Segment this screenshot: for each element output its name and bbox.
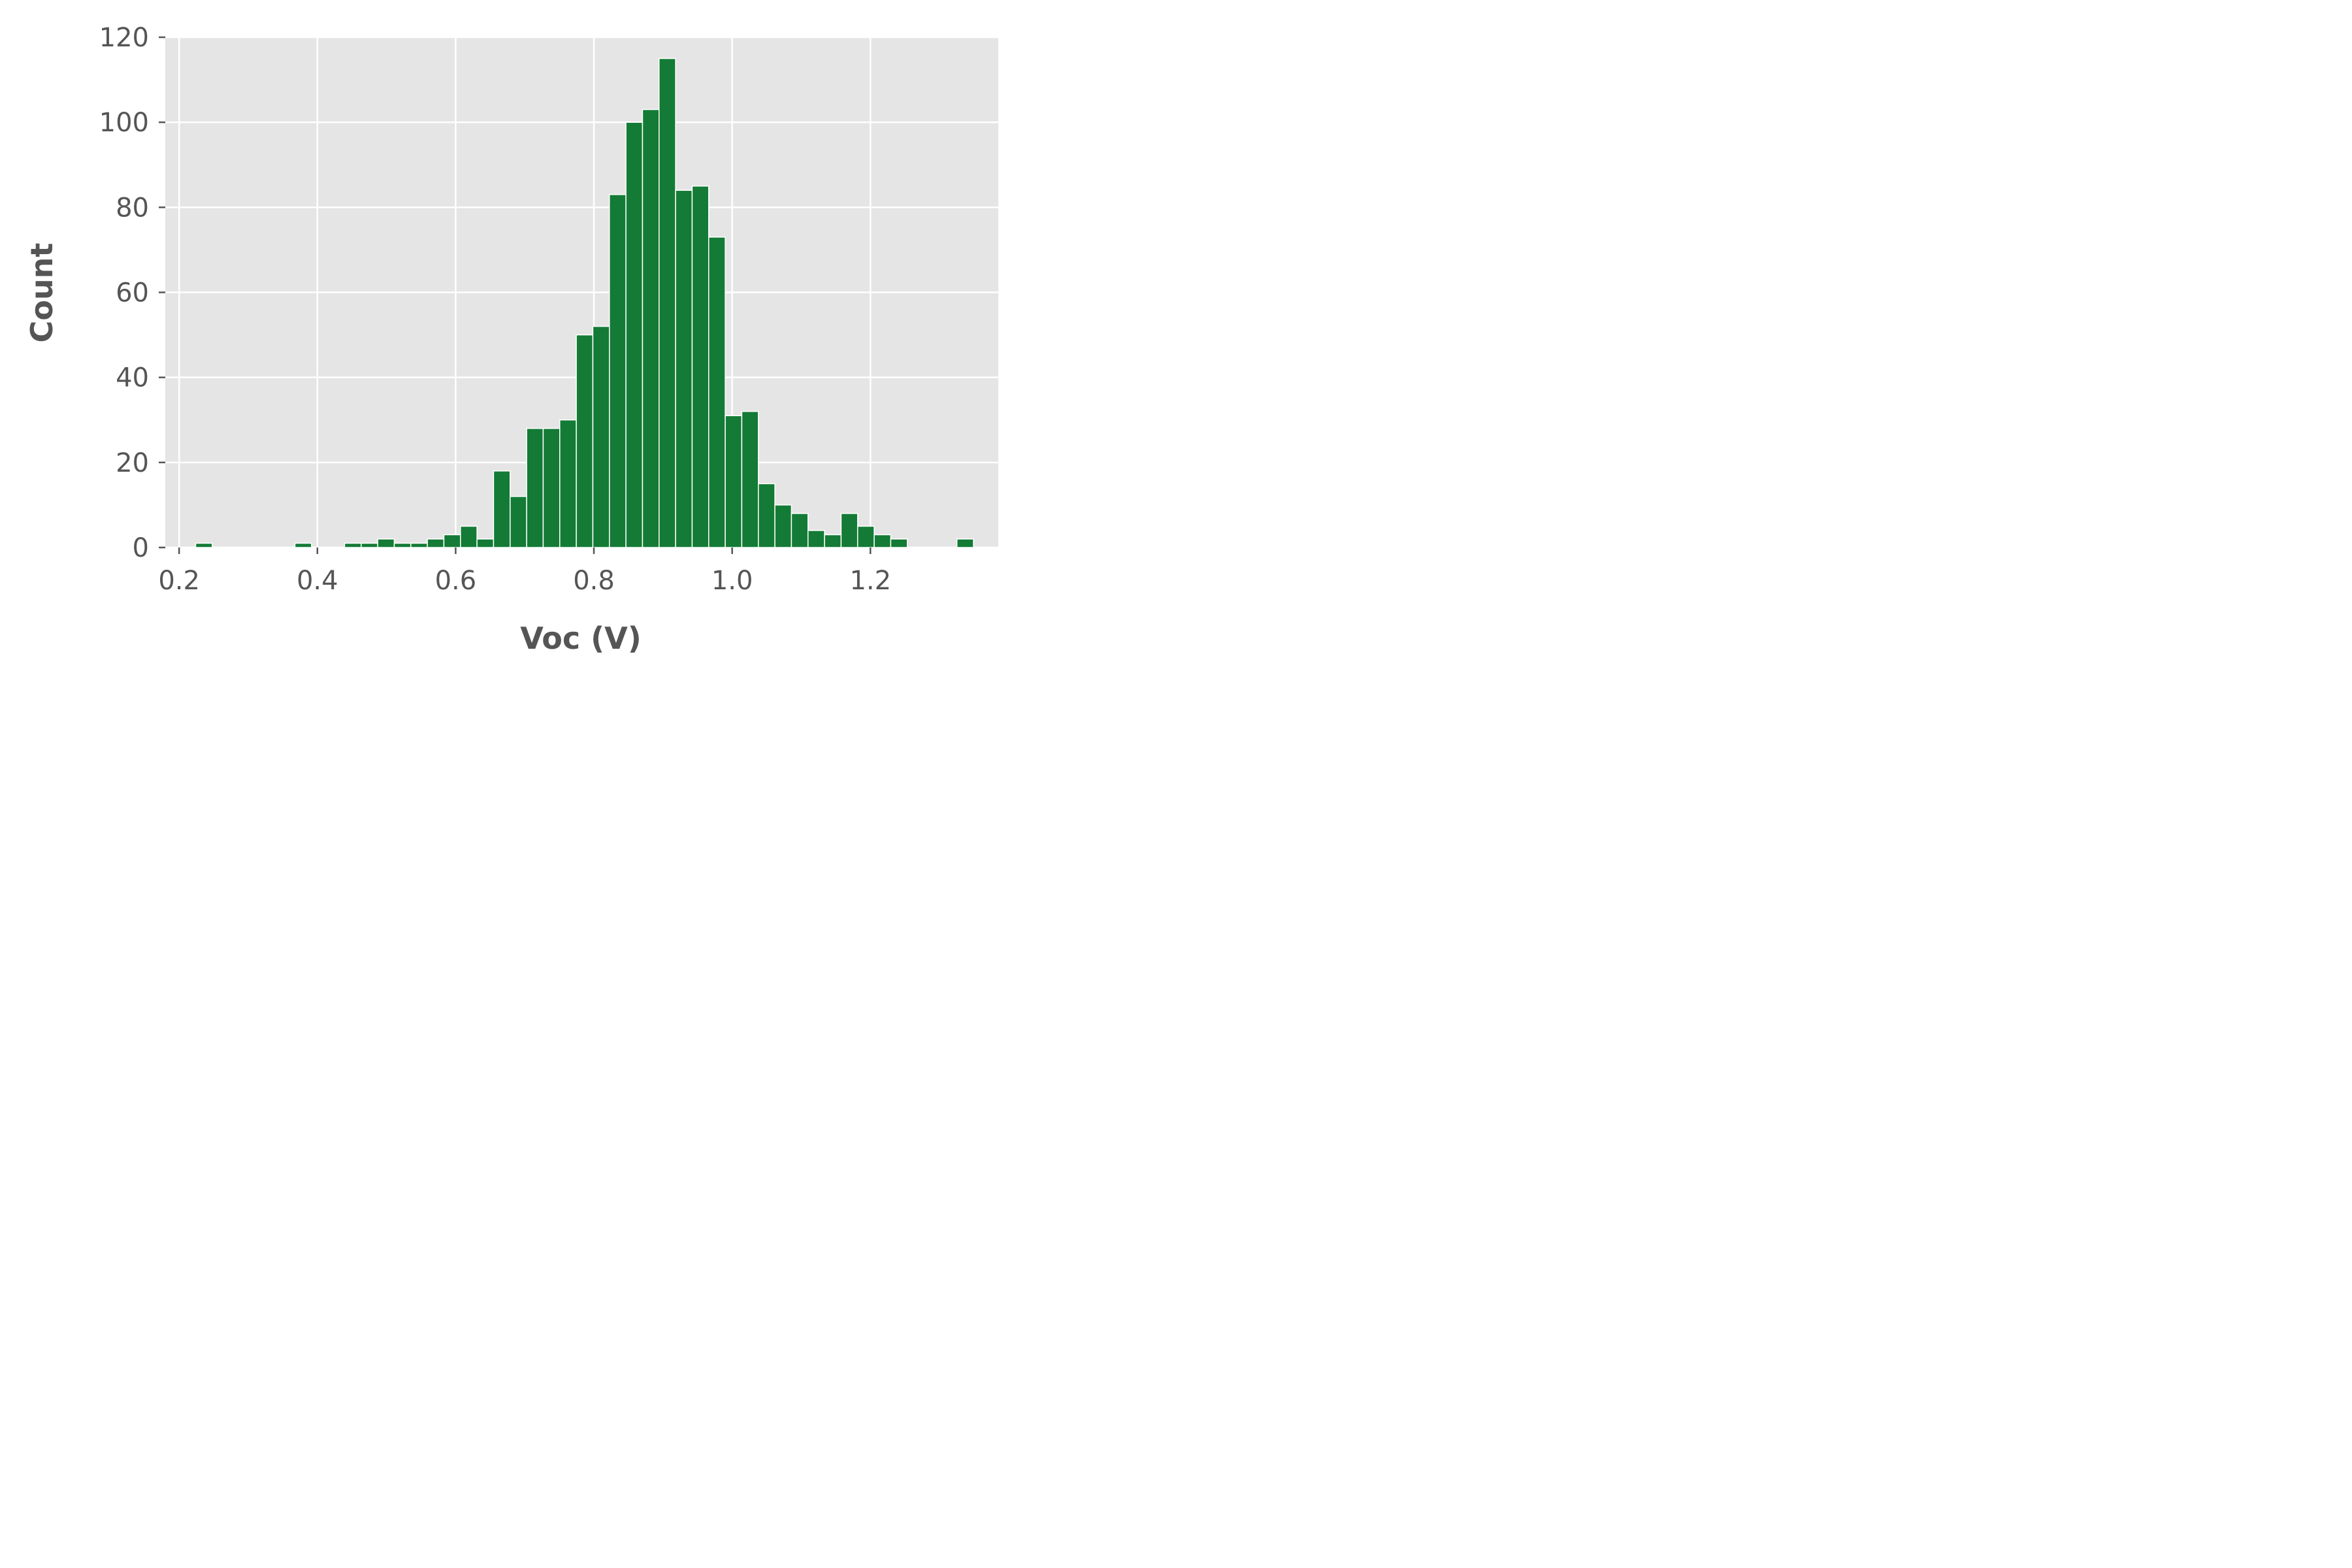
histogram-bar — [691, 186, 710, 548]
histogram-bar — [840, 513, 858, 548]
histogram-bar — [774, 504, 792, 548]
histogram-bar — [791, 513, 809, 548]
histogram-bar — [675, 189, 693, 548]
y-tick-label: 40 — [116, 363, 149, 393]
histogram-bar — [542, 428, 561, 548]
histogram-bar — [377, 538, 395, 548]
histogram-bar — [427, 538, 445, 548]
chart-svg: 0.2 0.4 0.6 0.8 1.0 1.2 0 20 40 60 80 100 120 Voc (V… — [24, 23, 998, 656]
histogram-bar — [757, 483, 776, 548]
x-tick-label: 0.6 — [435, 566, 477, 596]
histogram-bar — [443, 534, 461, 548]
histogram-bar — [195, 542, 213, 548]
x-tick-label: 0.4 — [297, 566, 338, 596]
y-tick-label: 0 — [133, 533, 149, 563]
y-axis-label: Count — [24, 243, 59, 343]
histogram-bar — [344, 542, 362, 548]
histogram-bar — [592, 325, 610, 548]
histogram-bar — [890, 538, 908, 548]
histogram-chart: 0.2 0.4 0.6 0.8 1.0 1.2 0 20 40 60 80 100 120 Voc (V… — [0, 0, 1017, 681]
x-axis-label: Voc (V) — [520, 621, 642, 656]
histogram-bar — [625, 122, 644, 548]
histogram-bar — [559, 419, 577, 548]
y-tick-label: 120 — [99, 23, 149, 53]
histogram-bar — [294, 542, 312, 548]
histogram-bar — [510, 496, 527, 548]
histogram-bar — [956, 538, 974, 548]
histogram-bar — [642, 108, 660, 548]
histogram-bar — [393, 542, 412, 548]
histogram-bar — [476, 538, 495, 548]
histogram-bar — [410, 542, 428, 548]
histogram-bar — [609, 194, 627, 548]
histogram-bar — [576, 334, 594, 548]
y-tick-label: 60 — [116, 278, 149, 308]
histogram-bar — [493, 470, 511, 548]
histogram-bar — [824, 534, 842, 548]
histogram-bar — [874, 534, 892, 548]
histogram-bar — [526, 428, 544, 548]
histogram-bar — [807, 530, 825, 548]
histogram-bar — [741, 410, 759, 548]
histogram-bar — [708, 237, 726, 548]
x-tick-label: 1.2 — [849, 566, 891, 596]
y-tick-label: 100 — [99, 108, 149, 138]
x-tick-label: 0.2 — [158, 566, 200, 596]
histogram-bar — [725, 415, 743, 548]
histogram-bar — [460, 525, 478, 548]
y-tick-label: 20 — [116, 448, 149, 478]
histogram-bar — [659, 57, 676, 548]
x-tick-label: 0.8 — [573, 566, 615, 596]
y-tick-label: 80 — [116, 193, 149, 223]
histogram-bar — [857, 525, 875, 548]
axis-ticks: 0.2 0.4 0.6 0.8 1.0 1.2 0 20 40 60 80 100 120 — [99, 23, 891, 596]
x-tick-label: 1.0 — [711, 566, 753, 596]
histogram-bars — [195, 57, 974, 548]
histogram-bar — [361, 542, 378, 548]
